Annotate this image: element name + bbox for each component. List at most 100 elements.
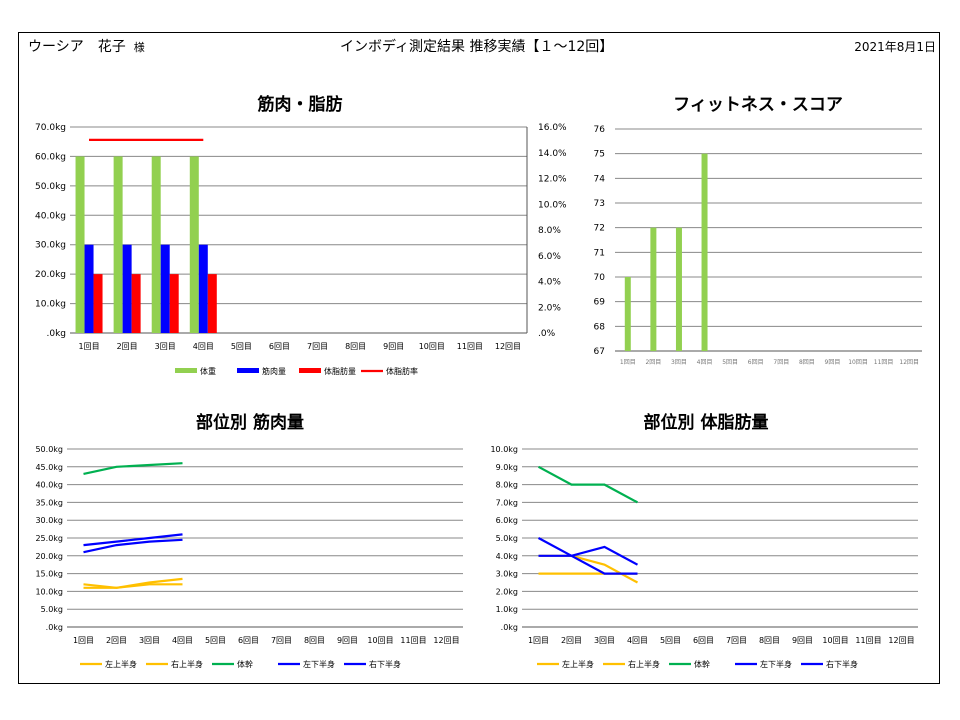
seg_muscle-y-tick-label: 15.0kg xyxy=(35,570,63,579)
muscle_fat-y-tick-label: 60.0kg xyxy=(35,152,66,162)
seg_muscle-legend-label: 右上半身 xyxy=(171,659,203,669)
seg_muscle-legend-label: 体幹 xyxy=(237,659,253,669)
seg_fat-x-tick-label: 1回目 xyxy=(528,636,549,645)
seg_muscle-x-tick-label: 1回目 xyxy=(73,636,94,645)
report-title: インボディ測定結果 推移実績【１～12回】 xyxy=(340,39,614,55)
muscle_fat-y-tick-label: 30.0kg xyxy=(35,241,66,251)
fitness-y-tick-label: 74 xyxy=(594,174,606,184)
muscle_fat-legend-swatch xyxy=(237,368,259,373)
muscle_fat-x-tick-label: 2回目 xyxy=(117,342,138,351)
muscle_fat-y-tick-label: 20.0kg xyxy=(35,270,66,280)
muscle_fat-x-tick-label: 3回目 xyxy=(155,342,176,351)
seg_muscle-legend-label: 左下半身 xyxy=(303,659,335,669)
chart-title-seg-fat: 部位別 体脂肪量 xyxy=(643,413,769,433)
muscle_fat-y2-tick-label: 14.0% xyxy=(538,149,567,159)
seg_muscle-x-tick-label: 6回目 xyxy=(238,636,259,645)
seg_muscle-series-line xyxy=(83,577,183,589)
seg_fat-series-line xyxy=(537,465,639,504)
seg_muscle-x-tick-label: 10回目 xyxy=(367,636,393,645)
seg_fat-y-tick-label: 9.0kg xyxy=(496,463,518,472)
fitness-x-tick-label: 3回目 xyxy=(671,359,687,366)
seg_fat-y-tick-label: 6.0kg xyxy=(496,516,518,525)
chart-title-seg-muscle: 部位別 筋肉量 xyxy=(196,413,304,433)
fitness-x-tick-label: 7回目 xyxy=(773,359,789,366)
seg_fat-y-tick-label: 2.0kg xyxy=(496,587,518,596)
fitness-x-tick-label: 4回目 xyxy=(697,359,713,366)
seg_muscle-series-line xyxy=(83,538,183,554)
seg_fat-y-tick-label: 1.0kg xyxy=(496,605,518,614)
seg_muscle-series-line xyxy=(83,533,183,547)
muscle_fat-y-tick-label: 10.0kg xyxy=(35,300,66,310)
seg_muscle-y-tick-label: 5.0kg xyxy=(41,605,63,614)
fitness-x-tick-label: 11回目 xyxy=(874,359,894,366)
fitness-y-tick-label: 67 xyxy=(594,347,605,357)
seg_fat-x-tick-label: 8回目 xyxy=(759,636,780,645)
seg_muscle-y-tick-label: 50.0kg xyxy=(35,445,63,454)
muscle_fat-legend-swatch xyxy=(299,368,321,373)
muscle_fat-y2-tick-label: 12.0% xyxy=(538,175,567,185)
muscle_fat-y2-tick-label: 4.0% xyxy=(538,278,561,288)
seg_fat-y-tick-label: 5.0kg xyxy=(496,534,518,543)
seg_muscle-x-tick-label: 7回目 xyxy=(271,636,292,645)
seg_fat-x-tick-label: 9回目 xyxy=(792,636,813,645)
muscle_fat-y2-tick-label: 10.0% xyxy=(538,200,567,210)
fitness-y-tick-label: 69 xyxy=(594,298,606,308)
muscle_fat-x-tick-label: 10回目 xyxy=(419,342,445,351)
chart-title-fitness: フィットネス・スコア xyxy=(673,95,843,115)
muscle_fat-bar xyxy=(131,274,141,333)
seg_muscle-y-tick-label: 45.0kg xyxy=(35,463,63,472)
muscle_fat-bar xyxy=(122,244,132,333)
muscle_fat-legend-label: 体脂肪量 xyxy=(324,366,356,376)
seg_fat-y-tick-label: 7.0kg xyxy=(496,498,518,507)
seg_muscle-y-tick-label: 30.0kg xyxy=(35,516,63,525)
seg_fat-legend-label: 体幹 xyxy=(694,659,710,669)
muscle_fat-x-tick-label: 12回目 xyxy=(495,342,521,351)
seg_fat-legend-label: 左下半身 xyxy=(760,659,792,669)
seg_fat-x-tick-label: 11回目 xyxy=(855,636,881,645)
muscle_fat-y-tick-label: 70.0kg xyxy=(35,123,66,133)
honorific: 様 xyxy=(133,41,145,54)
fitness-y-tick-label: 71 xyxy=(594,248,605,258)
seg_fat-legend-label: 右下半身 xyxy=(826,659,858,669)
seg_fat-y-tick-label: .0kg xyxy=(501,623,518,632)
seg_muscle-x-tick-label: 2回目 xyxy=(106,636,127,645)
muscle_fat-x-tick-label: 11回目 xyxy=(457,342,483,351)
muscle_fat-bar xyxy=(151,156,161,333)
fitness-x-tick-label: 2回目 xyxy=(645,359,661,366)
seg_muscle-x-tick-label: 8回目 xyxy=(304,636,325,645)
muscle_fat-y-tick-label: 40.0kg xyxy=(35,211,66,221)
seg_muscle-x-tick-label: 9回目 xyxy=(337,636,358,645)
muscle_fat-y2-tick-label: 6.0% xyxy=(538,252,561,262)
fitness-bar xyxy=(650,227,657,351)
fitness-y-tick-label: 76 xyxy=(594,125,606,135)
muscle_fat-legend-swatch xyxy=(175,368,197,373)
seg_muscle-x-tick-label: 5回目 xyxy=(205,636,226,645)
report-frame xyxy=(18,32,940,684)
muscle_fat-y-tick-label: .0kg xyxy=(46,329,66,339)
muscle_fat-bar xyxy=(160,244,170,333)
seg_muscle-legend-label: 右下半身 xyxy=(369,659,401,669)
patient-name-text: ウーシア 花子 xyxy=(28,39,126,55)
muscle_fat-y2-tick-label: .0% xyxy=(538,329,556,339)
seg_muscle-y-tick-label: .0kg xyxy=(46,623,63,632)
seg_fat-x-tick-label: 4回目 xyxy=(627,636,648,645)
seg_fat-x-tick-label: 2回目 xyxy=(561,636,582,645)
patient-name: ウーシア 花子様 xyxy=(28,36,145,56)
muscle_fat-bar xyxy=(113,156,123,333)
muscle_fat-y2-tick-label: 2.0% xyxy=(538,303,561,313)
seg_muscle-y-tick-label: 40.0kg xyxy=(35,481,63,490)
seg_muscle-y-tick-label: 25.0kg xyxy=(35,534,63,543)
seg_fat-x-tick-label: 3回目 xyxy=(594,636,615,645)
seg_fat-x-tick-label: 7回目 xyxy=(726,636,747,645)
muscle_fat-legend-label: 筋肉量 xyxy=(262,366,286,376)
seg_fat-y-tick-label: 8.0kg xyxy=(496,481,518,490)
fitness-x-tick-label: 9回目 xyxy=(825,359,841,366)
seg_fat-legend-label: 右上半身 xyxy=(628,659,660,669)
muscle_fat-bar xyxy=(189,156,199,333)
muscle_fat-legend-label: 体脂肪率 xyxy=(386,366,418,376)
muscle_fat-y2-tick-label: 16.0% xyxy=(538,123,567,133)
fitness-x-tick-label: 10回目 xyxy=(848,359,868,366)
muscle_fat-x-tick-label: 9回目 xyxy=(383,342,404,351)
seg_muscle-series-line xyxy=(83,462,183,475)
report-date: 2021年8月1日 xyxy=(854,40,936,54)
